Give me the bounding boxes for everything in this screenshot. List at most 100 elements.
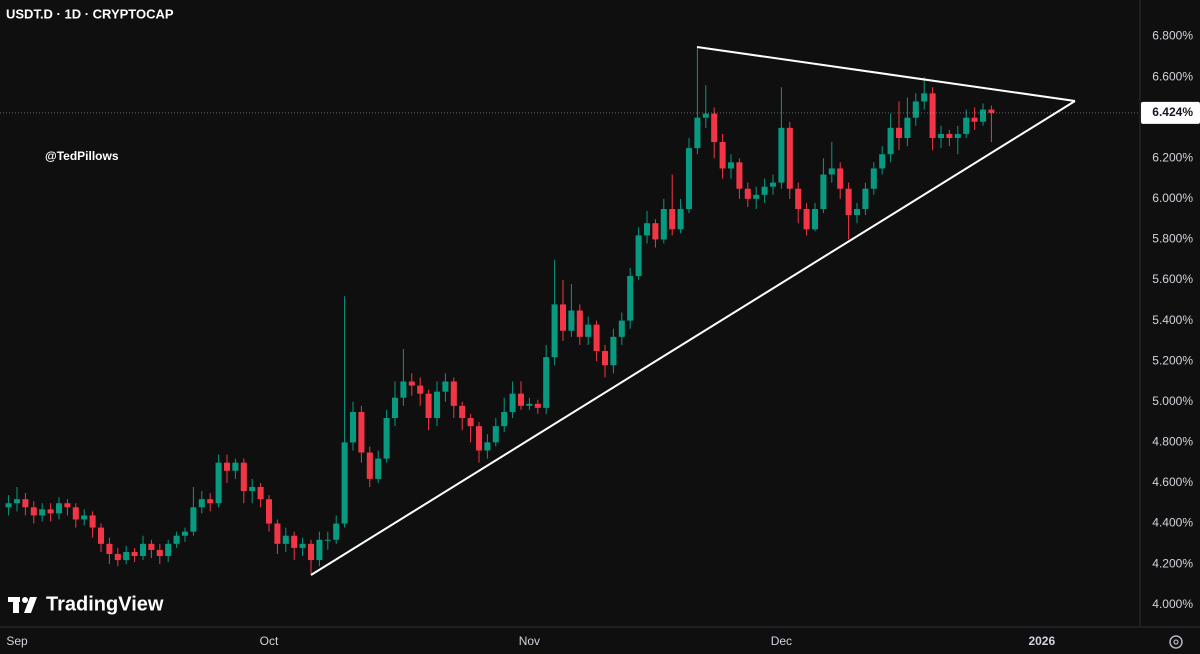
candle-body [593, 324, 600, 352]
candle-body [921, 93, 928, 102]
candle-body [786, 127, 793, 189]
candle-body [727, 162, 735, 169]
y-tick-label: 6.200% [1152, 150, 1193, 164]
candle-body [5, 503, 12, 508]
candle-body [954, 133, 961, 138]
candle-body [450, 381, 457, 406]
x-tick-label: 2026 [1028, 634, 1055, 648]
candle-body [559, 304, 567, 331]
candle-body [475, 426, 483, 451]
candle-body [165, 543, 172, 557]
candle-body [131, 551, 138, 557]
candle-body [862, 188, 869, 210]
candle-body [223, 462, 231, 471]
candle-body [333, 523, 340, 540]
candle-body [627, 275, 634, 321]
candle-body [635, 235, 642, 276]
candle-body [677, 209, 684, 230]
y-tick-label: 6.000% [1152, 191, 1193, 205]
candle-body [501, 411, 508, 427]
candle-body [307, 543, 315, 561]
candle-body [459, 405, 466, 419]
y-tick-label: 4.200% [1152, 556, 1193, 570]
y-tick-label: 6.800% [1152, 29, 1193, 43]
watermark: TradingView [46, 593, 164, 615]
candle-body [576, 310, 583, 337]
candle-body [324, 539, 331, 541]
candle-body [282, 535, 289, 544]
candle-body [39, 509, 46, 516]
symbol-title: USDT.D · 1D · CRYPTOCAP [6, 6, 174, 21]
candle-body [139, 543, 147, 557]
y-tick-label: 5.800% [1152, 232, 1193, 246]
candle-body [534, 403, 541, 408]
candle-body [358, 411, 365, 453]
candle-body [198, 499, 205, 508]
y-tick-label: 5.200% [1152, 353, 1193, 367]
logo-icon [8, 597, 37, 613]
candle-body [971, 117, 978, 122]
candle-body [156, 549, 163, 557]
candle-body [257, 487, 264, 500]
candle-body [828, 168, 835, 175]
candle-body [64, 503, 71, 508]
candle-body [181, 531, 189, 536]
candle-body [837, 168, 844, 189]
candle-body [55, 503, 63, 514]
candle-body [988, 109, 995, 113]
candle-body [820, 174, 827, 210]
candle-body [265, 499, 273, 524]
candle-body [711, 113, 718, 143]
author-annotation: @TedPillows [45, 149, 119, 163]
x-tick-label: Oct [260, 634, 279, 648]
y-tick-label: 4.600% [1152, 475, 1193, 489]
candle-body [853, 209, 861, 216]
x-tick-label: Dec [771, 634, 792, 648]
candle-body [769, 182, 777, 187]
candle-body [47, 509, 54, 514]
candle-body [316, 539, 323, 561]
candle-body [400, 381, 407, 398]
candle-body [492, 426, 499, 443]
candle-body [879, 154, 886, 169]
settings-icon[interactable] [1169, 635, 1183, 649]
y-tick-label: 5.400% [1152, 313, 1193, 327]
resistance-trendline [696, 46, 1076, 102]
candle-body [467, 418, 474, 427]
candle-body [190, 507, 197, 532]
candle-body [937, 133, 945, 138]
candle-body [610, 336, 617, 366]
candle-body [408, 381, 415, 386]
candle-body [795, 188, 802, 210]
y-tick-label: 6.600% [1152, 69, 1193, 83]
candle-body [383, 418, 390, 459]
candle-body [643, 223, 651, 236]
last-price-label: 6.424% [1152, 105, 1193, 119]
candle-body [274, 523, 281, 544]
y-tick-label: 5.600% [1152, 272, 1193, 286]
y-tick-label: 5.000% [1152, 394, 1193, 408]
y-tick-label: 4.000% [1152, 597, 1193, 611]
candle-body [123, 551, 130, 561]
candle-body [753, 194, 760, 199]
candle-body [601, 351, 609, 366]
candle-body [89, 515, 96, 528]
candle-body [391, 397, 399, 419]
candle-body [744, 188, 751, 199]
candle-body [509, 393, 516, 412]
candle-body [929, 93, 936, 138]
candle-body [240, 462, 247, 492]
candle-body [963, 117, 970, 134]
candle-body [30, 507, 37, 516]
candle-body [719, 142, 726, 169]
support-trendline [310, 100, 1076, 576]
candle-body [811, 209, 819, 230]
candle-body [114, 553, 121, 561]
candle-body [517, 393, 525, 406]
candle-body [97, 527, 105, 544]
candle-body [425, 393, 432, 419]
candle-body [551, 304, 558, 358]
candle-body [887, 127, 894, 155]
